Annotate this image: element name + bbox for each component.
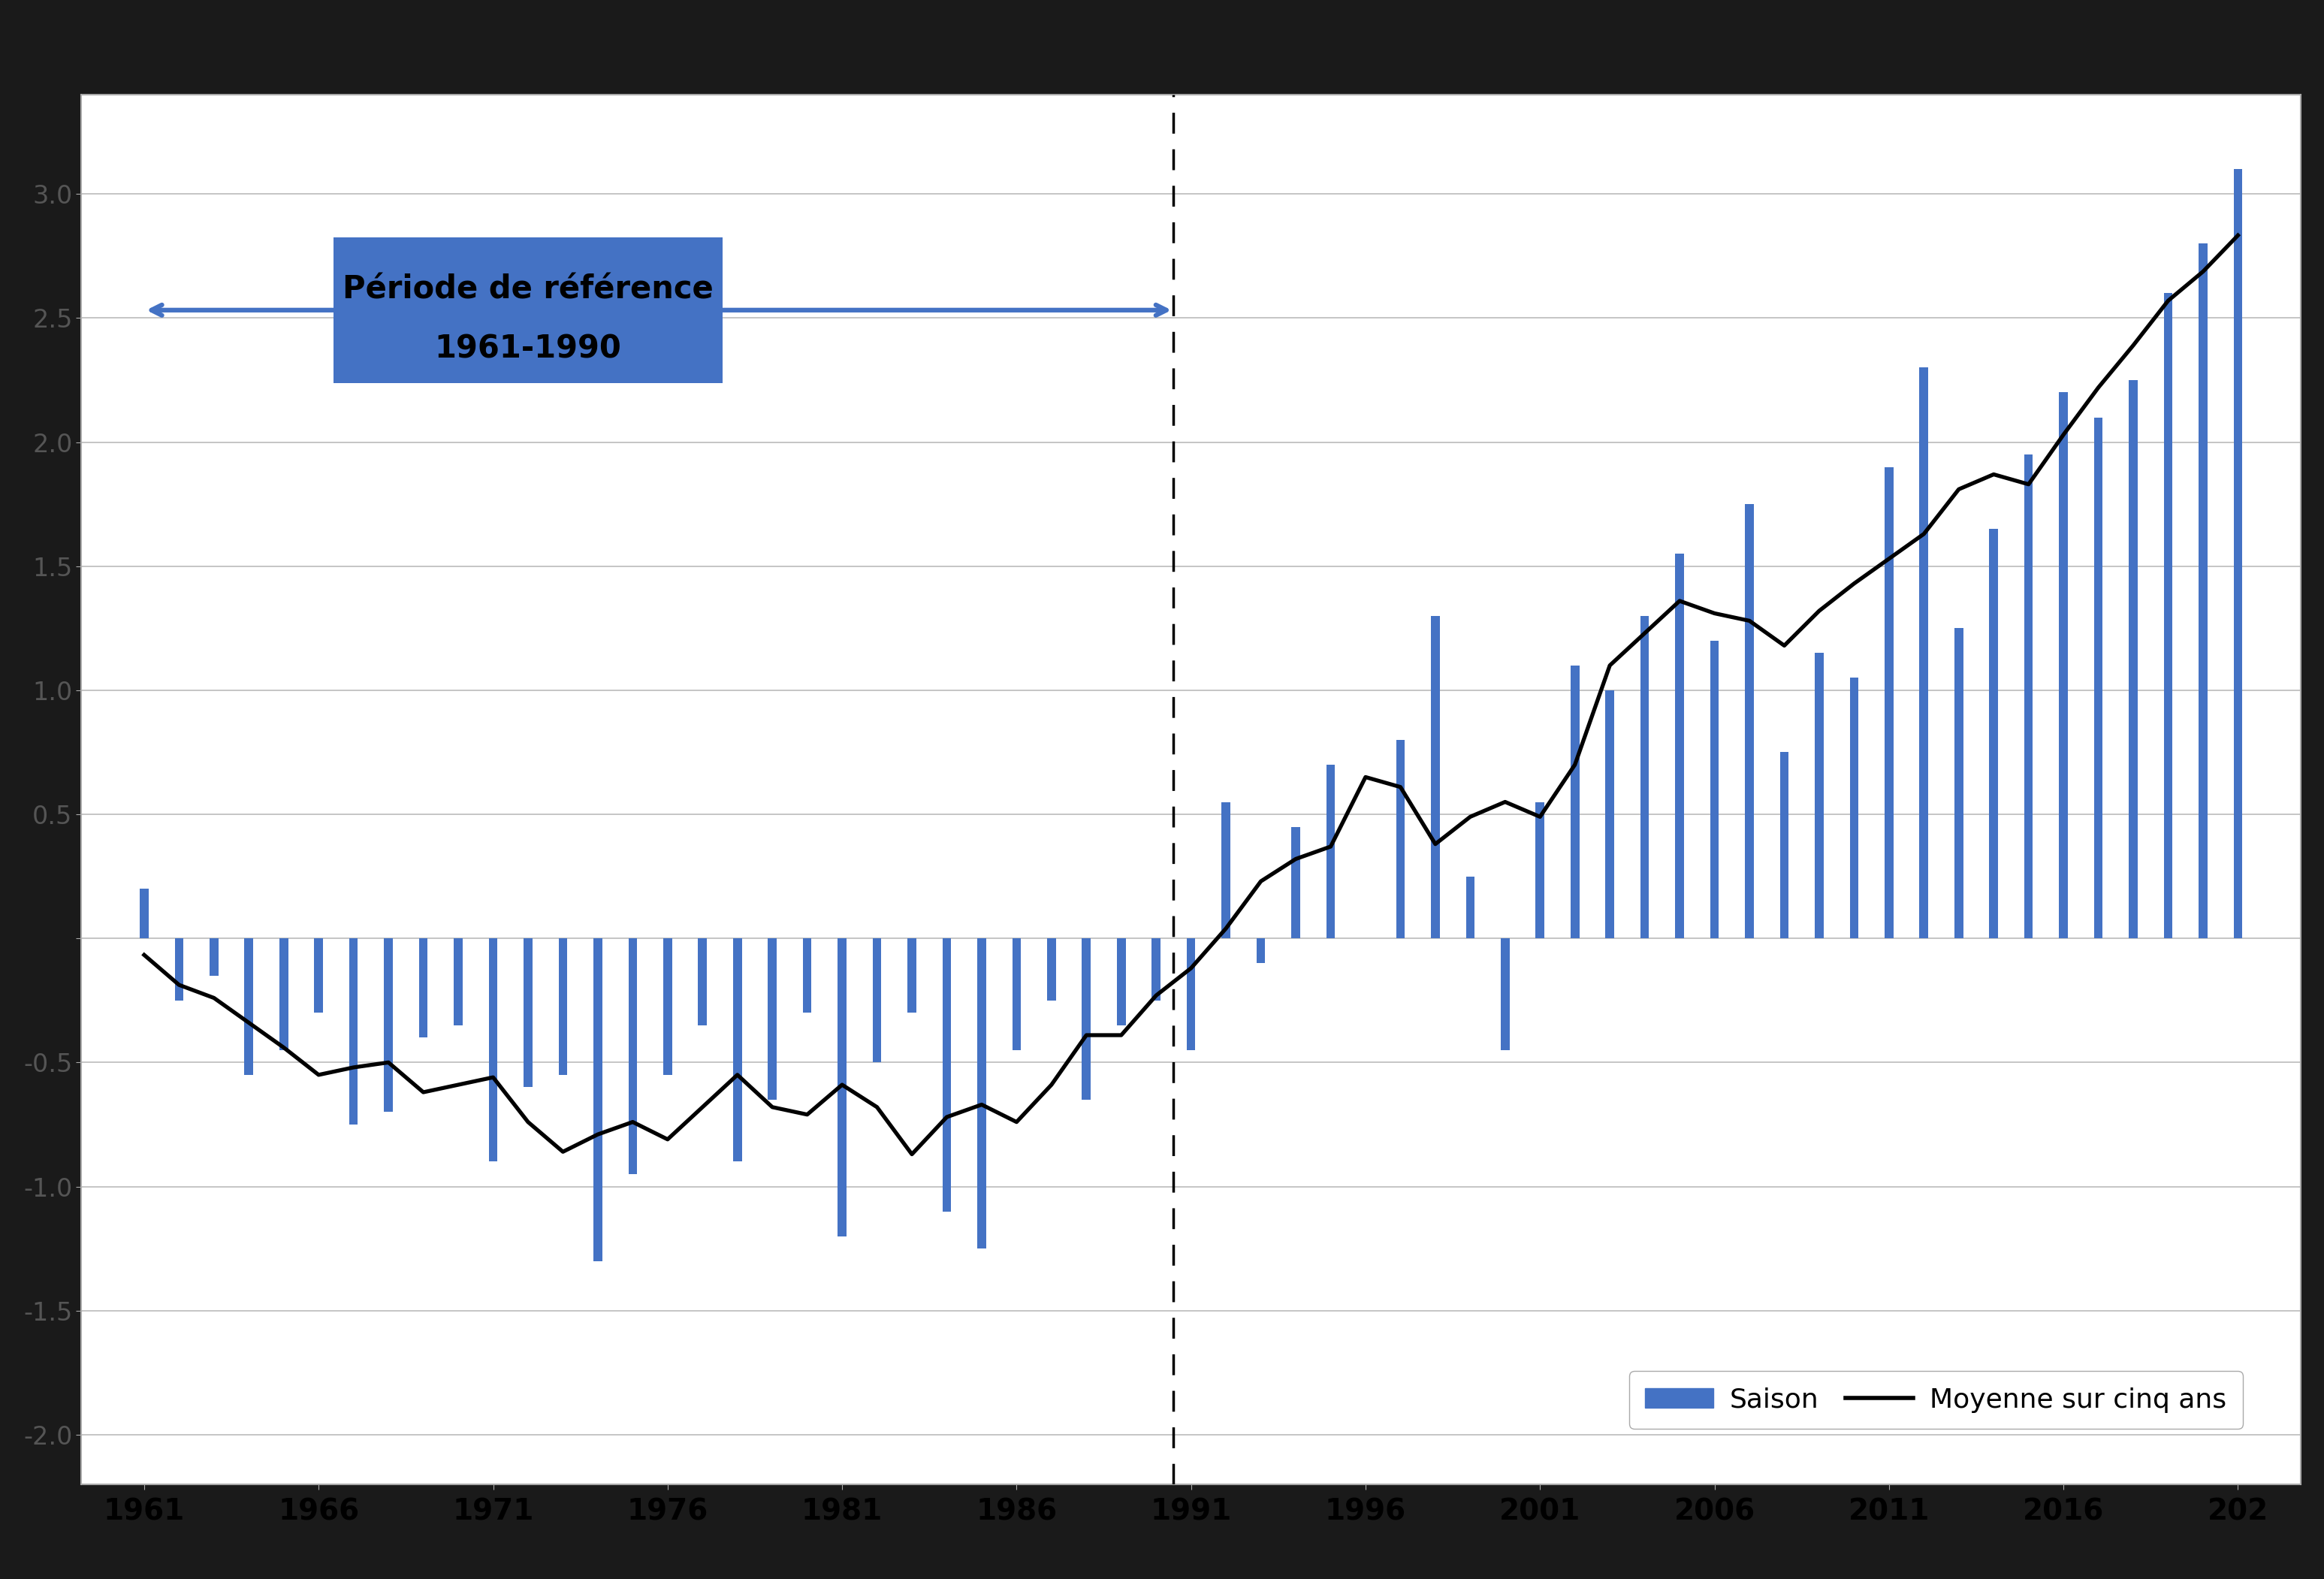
- Moyenne sur cinq ans: [1980, 464, 2008, 483]
- Bar: [2129, 381, 2138, 938]
- Bar: [453, 938, 462, 1025]
- Bar: [2233, 169, 2243, 938]
- Bar: [1641, 616, 1650, 938]
- Bar: [558, 938, 567, 1075]
- Bar: [139, 889, 149, 938]
- Bar: [1397, 741, 1404, 938]
- Bar: [1153, 938, 1160, 1001]
- Bar: [1501, 938, 1511, 1050]
- Moyenne sur cinq ans: [1422, 835, 1450, 854]
- Bar: [349, 938, 358, 1124]
- FancyBboxPatch shape: [335, 237, 723, 384]
- Bar: [383, 938, 393, 1112]
- Line: Moyenne sur cinq ans: Moyenne sur cinq ans: [144, 235, 2238, 1154]
- Bar: [837, 938, 846, 1236]
- Bar: [2094, 417, 2103, 938]
- Bar: [1780, 752, 1789, 938]
- Bar: [418, 938, 428, 1037]
- Bar: [662, 938, 672, 1075]
- Bar: [209, 938, 218, 976]
- Bar: [1432, 616, 1439, 938]
- Bar: [1745, 504, 1755, 938]
- Text: 1961-1990: 1961-1990: [435, 333, 621, 365]
- Bar: [279, 938, 288, 1050]
- Bar: [1676, 554, 1685, 938]
- Bar: [1885, 467, 1894, 938]
- Bar: [1466, 876, 1476, 938]
- Bar: [2199, 243, 2208, 938]
- Bar: [314, 938, 323, 1012]
- Bar: [767, 938, 776, 1099]
- Bar: [697, 938, 706, 1025]
- Bar: [2024, 455, 2034, 938]
- Bar: [488, 938, 497, 1162]
- Legend: Saison, Moyenne sur cinq ans: Saison, Moyenne sur cinq ans: [1629, 1371, 2243, 1429]
- Bar: [593, 938, 602, 1262]
- Moyenne sur cinq ans: [130, 946, 158, 965]
- Bar: [732, 938, 741, 1162]
- Bar: [1118, 938, 1125, 1025]
- Bar: [1536, 802, 1545, 938]
- Bar: [1954, 628, 1964, 938]
- Bar: [244, 938, 253, 1075]
- Bar: [1606, 690, 1615, 938]
- Bar: [1327, 764, 1334, 938]
- Bar: [1815, 654, 1824, 938]
- Bar: [1920, 368, 1929, 938]
- Bar: [1083, 938, 1090, 1099]
- Moyenne sur cinq ans: [862, 1097, 890, 1116]
- Moyenne sur cinq ans: [2224, 226, 2252, 245]
- Bar: [1188, 938, 1195, 1050]
- Bar: [1257, 938, 1264, 963]
- Bar: [627, 938, 637, 1175]
- Bar: [2164, 294, 2173, 938]
- Bar: [1048, 938, 1055, 1001]
- Bar: [1292, 827, 1299, 938]
- Moyenne sur cinq ans: [1283, 850, 1311, 868]
- Bar: [1013, 938, 1020, 1050]
- Moyenne sur cinq ans: [618, 1113, 646, 1132]
- Bar: [174, 938, 184, 1001]
- Bar: [1710, 641, 1720, 938]
- Bar: [872, 938, 881, 1063]
- Bar: [802, 938, 811, 1012]
- Bar: [523, 938, 532, 1088]
- Bar: [944, 938, 951, 1211]
- Moyenne sur cinq ans: [548, 1142, 576, 1161]
- Bar: [2059, 393, 2068, 938]
- Bar: [1222, 802, 1229, 938]
- Bar: [1571, 665, 1580, 938]
- Moyenne sur cinq ans: [897, 1145, 925, 1164]
- Bar: [1989, 529, 1999, 938]
- Text: Période de référence: Période de référence: [342, 273, 713, 305]
- Bar: [1850, 677, 1859, 938]
- Bar: [978, 938, 985, 1249]
- Bar: [906, 938, 916, 1012]
